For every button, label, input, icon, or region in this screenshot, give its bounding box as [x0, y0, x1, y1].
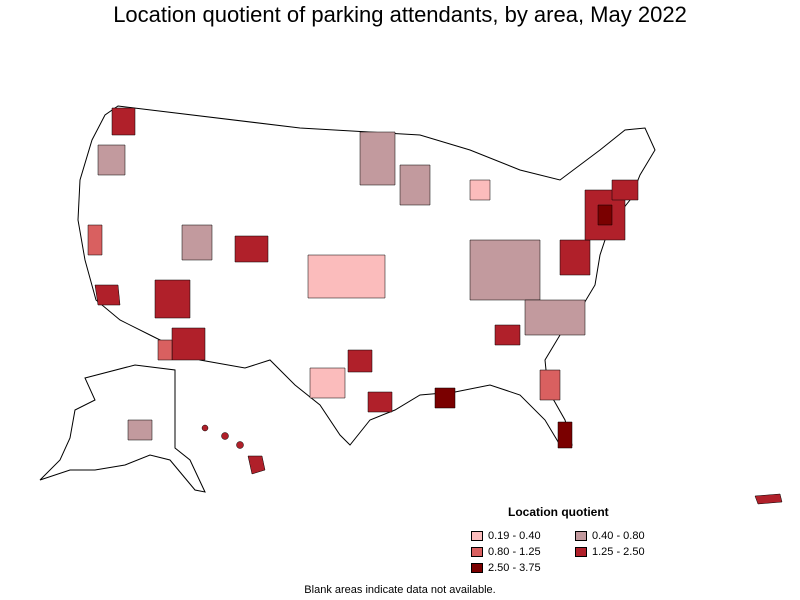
- region-carolinas: [524, 299, 586, 336]
- region-alaska-anchorage: [127, 419, 153, 441]
- footnote: Blank areas indicate data not available.: [304, 584, 496, 596]
- legend-swatch-4: [575, 531, 587, 541]
- legend-label-1: 0.19 - 0.40: [488, 530, 541, 542]
- region-nevada-las-vegas: [154, 279, 191, 319]
- region-florida-miami: [557, 421, 573, 449]
- legend-item-3: 2.50 - 3.75: [471, 562, 541, 574]
- legend-item-4: 0.40 - 0.80: [575, 530, 645, 542]
- region-louisiana-new-orleans: [434, 387, 456, 409]
- legend-swatch-3: [471, 563, 483, 573]
- map-title: Location quotient of parking attendants,…: [113, 2, 687, 27]
- region-kansas: [307, 254, 386, 299]
- puerto-rico: [754, 493, 783, 505]
- region-virginia-dc: [559, 239, 591, 276]
- region-texas-central: [309, 367, 346, 399]
- region-new-york-city: [597, 204, 613, 226]
- legend-swatch-2: [471, 547, 483, 557]
- region-wisconsin: [399, 164, 431, 206]
- area-regions: [87, 107, 639, 449]
- legend-label-5: 1.25 - 2.50: [592, 546, 645, 558]
- legend-swatch-1: [471, 531, 483, 541]
- legend-item-1: 0.19 - 0.40: [471, 530, 541, 542]
- region-michigan-detroit: [469, 179, 491, 201]
- region-utah: [181, 224, 213, 261]
- region-arizona-phoenix: [171, 327, 206, 361]
- legend-item-5: 1.25 - 2.50: [575, 546, 645, 558]
- region-washington-seattle: [111, 107, 136, 136]
- hawaii-islands: [201, 424, 266, 475]
- region-minnesota: [359, 131, 396, 186]
- region-california-bay: [87, 224, 103, 256]
- legend-label-4: 0.40 - 0.80: [592, 530, 645, 542]
- legend-label-2: 0.80 - 1.25: [488, 546, 541, 558]
- region-arizona-south: [157, 339, 173, 361]
- region-florida-orlando: [539, 369, 561, 401]
- region-tennessee: [494, 324, 521, 346]
- region-texas-houston: [367, 391, 393, 413]
- region-massachusetts: [611, 179, 639, 201]
- legend-item-2: 0.80 - 1.25: [471, 546, 541, 558]
- region-texas-dallas: [347, 349, 373, 373]
- region-oregon-coast: [97, 144, 126, 176]
- legend-title: Location quotient: [508, 505, 609, 519]
- region-colorado-denver: [234, 235, 269, 263]
- region-ohio-valley: [469, 239, 541, 301]
- legend-swatch-5: [575, 547, 587, 557]
- legend-label-3: 2.50 - 3.75: [488, 562, 541, 574]
- alaska-outline: [39, 364, 206, 493]
- region-california-south: [94, 284, 121, 306]
